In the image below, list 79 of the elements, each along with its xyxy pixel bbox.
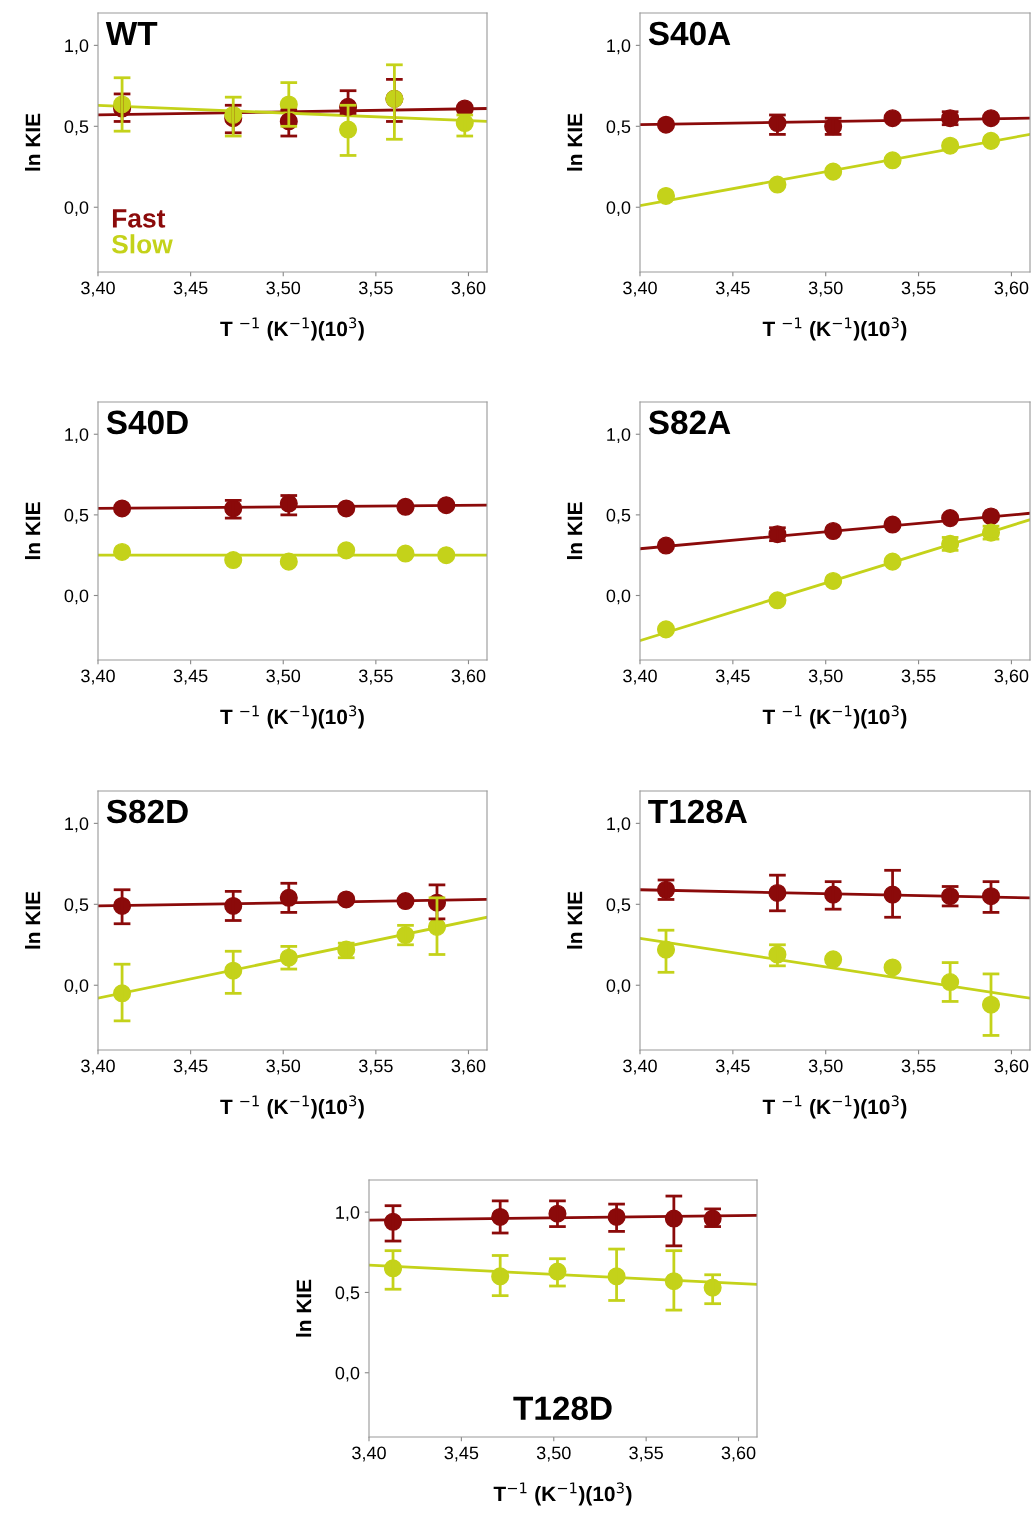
x-tick-label: 3,60 xyxy=(994,281,1029,297)
x-tick-label: 3,45 xyxy=(715,1059,750,1075)
x-tick-label: 3,60 xyxy=(994,669,1029,685)
y-tick-label: 0,5 xyxy=(335,1286,360,1302)
y-tick-label: 0,5 xyxy=(606,508,631,524)
x-tick-label: 3,40 xyxy=(623,281,657,297)
y-tick-label: 0,0 xyxy=(335,1366,360,1382)
x-axis-title: T $^{−1}$ (K$^{−1}$)(10$^{3}$) xyxy=(762,317,907,341)
y-axis-title: ln KIE xyxy=(567,502,583,560)
x-tick-label: 3,45 xyxy=(715,281,750,297)
x-tick-label: 3,60 xyxy=(451,669,486,685)
x-tick-label: 3,40 xyxy=(81,281,115,297)
x-tick-label: 3,40 xyxy=(81,1059,115,1075)
x-tick-label: 3,55 xyxy=(629,1446,663,1462)
x-tick-label: 3,50 xyxy=(266,669,301,685)
y-tick-label: 1,0 xyxy=(65,39,89,55)
x-tick-label: 3,50 xyxy=(808,281,843,297)
x-tick-label: 3,50 xyxy=(266,281,301,297)
y-axis-title: ln KIE xyxy=(567,891,583,949)
y-tick-label: 1,0 xyxy=(607,428,631,444)
x-axis-title: T $^{−1}$ (K$^{−1}$)(10$^{3}$) xyxy=(220,1095,364,1119)
chart-title: S40D xyxy=(106,410,188,435)
x-tick-label: 3,40 xyxy=(623,1059,657,1075)
x-tick-label: 3,60 xyxy=(994,1059,1029,1075)
x-axis-title: T $^{−1}$ (K$^{−1}$)(10$^{3}$) xyxy=(220,317,364,341)
y-axis-title: ln KIE xyxy=(25,891,41,949)
y-axis-title: ln KIE xyxy=(25,502,41,560)
y-tick-label: 1,0 xyxy=(65,428,89,444)
x-tick-label: 3,45 xyxy=(173,669,208,685)
y-tick-label: 0,5 xyxy=(606,898,631,914)
x-tick-label: 3,45 xyxy=(173,281,208,297)
y-tick-label: 1,0 xyxy=(607,39,631,55)
x-tick-label: 3,55 xyxy=(901,1059,936,1075)
x-tick-label: 3,55 xyxy=(358,281,393,297)
y-tick-label: 0,0 xyxy=(64,201,89,217)
x-tick-label: 3,60 xyxy=(451,281,486,297)
x-tick-label: 3,50 xyxy=(808,669,843,685)
x-tick-label: 3,50 xyxy=(536,1446,571,1462)
x-tick-label: 3,40 xyxy=(623,669,657,685)
chart-title: T128A xyxy=(648,799,747,824)
x-axis-title: T $^{−1}$ (K$^{−1}$)(10$^{3}$) xyxy=(762,705,907,729)
x-tick-label: 3,55 xyxy=(358,1059,393,1075)
y-axis-title: ln KIE xyxy=(296,1279,312,1337)
text: Slow xyxy=(111,234,173,254)
x-tick-label: 3,50 xyxy=(266,1059,301,1075)
y-tick-label: 0,0 xyxy=(64,979,89,995)
y-tick-label: 0,5 xyxy=(606,120,631,136)
y-tick-label: 0,0 xyxy=(606,201,631,217)
text: T128D xyxy=(513,1396,612,1421)
x-tick-label: 3,50 xyxy=(808,1059,843,1075)
chart-title: S82A xyxy=(648,410,731,435)
y-tick-label: 0,5 xyxy=(64,898,89,914)
x-axis-title: T $^{−1}$ (K$^{−1}$)(10$^{3}$) xyxy=(220,705,364,729)
y-tick-label: 1,0 xyxy=(336,1206,360,1221)
x-tick-label: 3,40 xyxy=(352,1446,386,1462)
y-tick-label: 0,0 xyxy=(606,589,631,605)
x-tick-label: 3,55 xyxy=(358,669,393,685)
x-tick-label: 3,60 xyxy=(721,1446,756,1462)
y-tick-label: 1,0 xyxy=(65,817,89,833)
chart-title: S40A xyxy=(648,21,731,46)
y-tick-label: 1,0 xyxy=(607,817,631,833)
y-tick-label: 0,5 xyxy=(64,120,89,136)
x-tick-label: 3,55 xyxy=(901,669,936,685)
x-tick-label: 3,45 xyxy=(715,669,750,685)
x-axis-title: T $^{−1}$ (K$^{−1}$)(10$^{3}$) xyxy=(762,1095,907,1119)
text: Fast xyxy=(112,209,166,228)
y-axis-title: ln KIE xyxy=(25,113,41,171)
x-axis-title: T$^{−1}$ (K$^{−1}$)(10$^{3}$) xyxy=(493,1482,632,1506)
x-tick-label: 3,60 xyxy=(451,1059,486,1075)
y-tick-label: 0,0 xyxy=(64,589,89,605)
x-tick-label: 3,55 xyxy=(901,281,936,297)
x-tick-label: 3,45 xyxy=(173,1059,208,1075)
y-axis-title: ln KIE xyxy=(567,113,583,171)
y-tick-label: 0,5 xyxy=(64,508,89,524)
y-tick-label: 0,0 xyxy=(606,979,631,995)
chart-title: S82D xyxy=(106,799,188,824)
x-tick-label: 3,40 xyxy=(81,669,115,685)
chart-title: WT xyxy=(105,21,158,45)
x-tick-label: 3,45 xyxy=(444,1446,479,1462)
